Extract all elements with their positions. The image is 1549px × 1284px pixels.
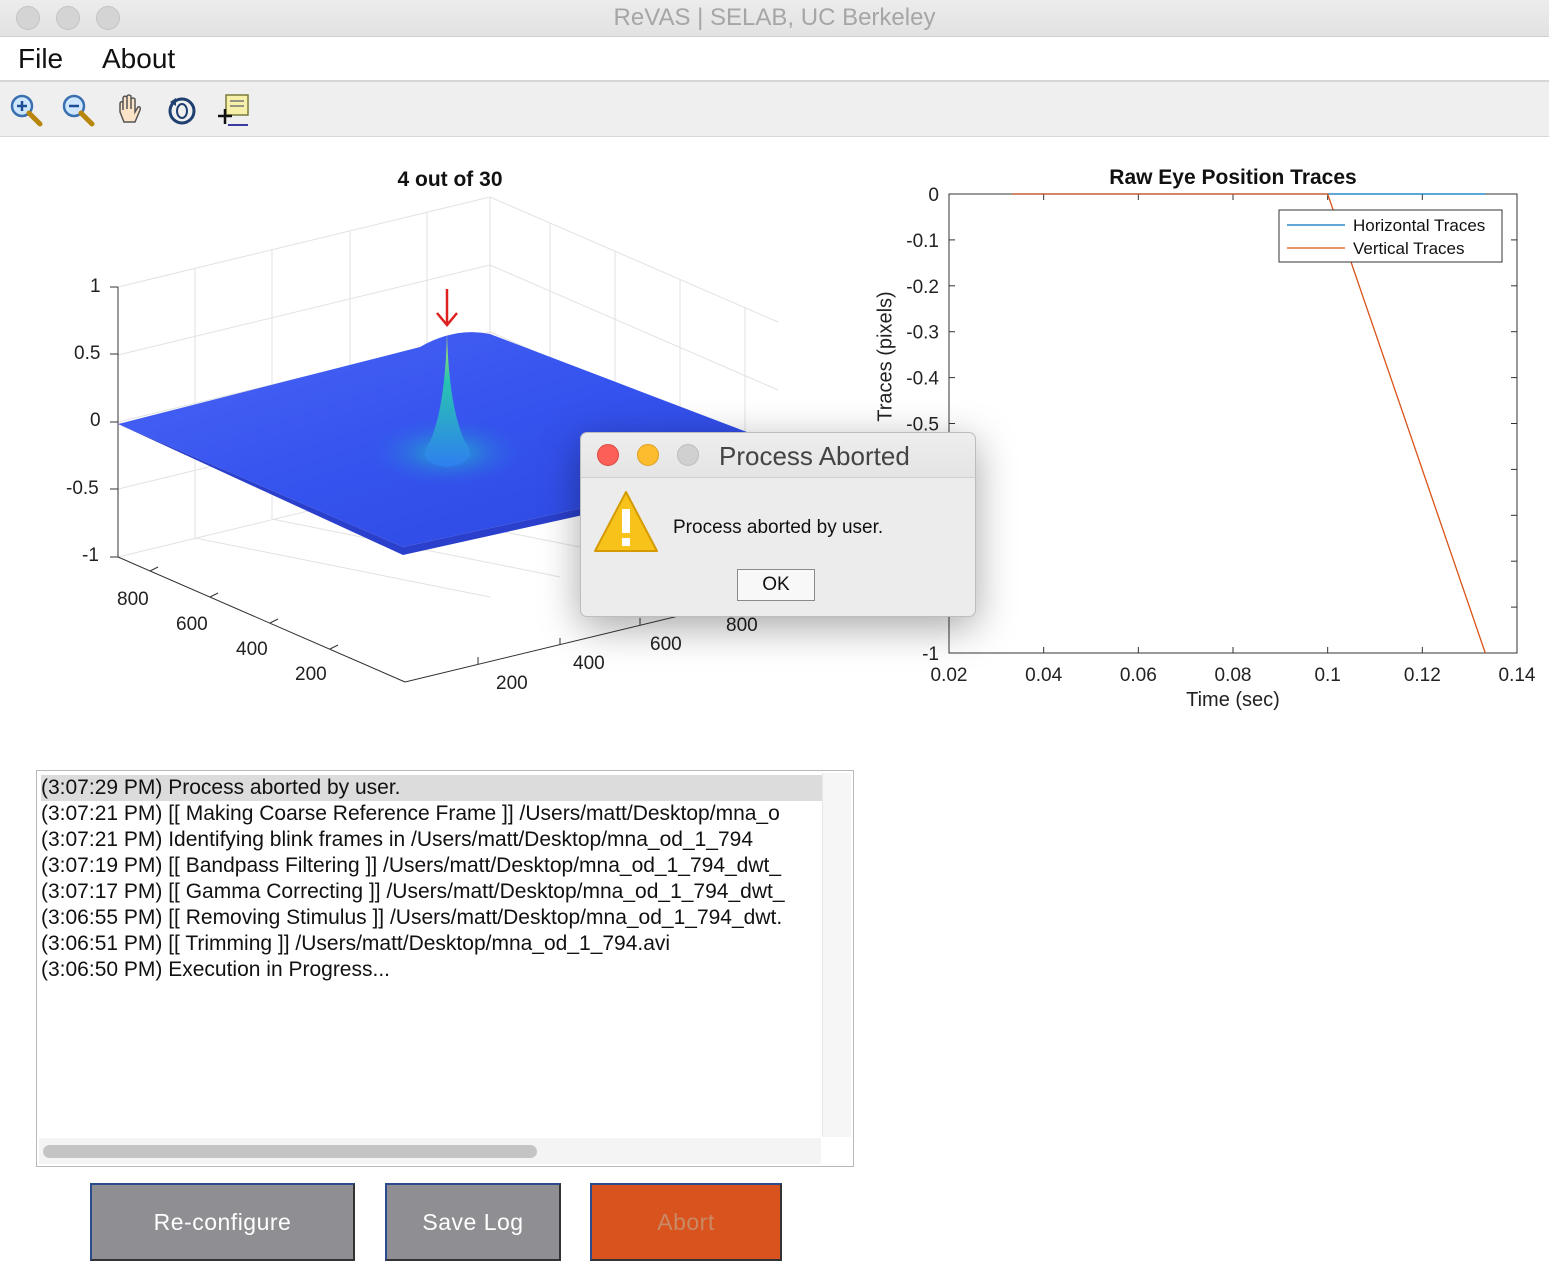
y-tick-label: -0.2 — [906, 277, 939, 298]
x-axis-label: Time (sec) — [1186, 689, 1280, 711]
log-line[interactable]: (3:07:21 PM) [[ Making Coarse Reference … — [41, 802, 780, 825]
menu-file[interactable]: File — [18, 43, 64, 74]
z-tick-label: -0.5 — [66, 478, 99, 499]
legend-label: Horizontal Traces — [1353, 216, 1485, 235]
data-cursor-icon[interactable] — [216, 92, 252, 128]
log-line[interactable]: (3:07:17 PM) [[ Gamma Correcting ]] /Use… — [41, 880, 785, 903]
z-tick-label: -1 — [82, 545, 99, 566]
log-line[interactable]: (3:07:19 PM) [[ Bandpass Filtering ]] /U… — [41, 854, 782, 877]
reconfigure-button[interactable]: Re-configure — [90, 1183, 355, 1261]
zoom-out-icon[interactable] — [60, 92, 96, 128]
x-tick-label: 400 — [573, 653, 605, 674]
z-tick-label: 1 — [90, 276, 101, 297]
window-titlebar: ReVAS | SELAB, UC Berkeley — [0, 0, 1549, 37]
y-tick-label: 600 — [176, 614, 208, 635]
process-aborted-dialog: Process Aborted Process aborted by user.… — [580, 432, 976, 617]
z-tick-label: 0 — [90, 410, 101, 431]
log-listbox[interactable]: (3:07:29 PM) Process aborted by user. (3… — [36, 770, 854, 1167]
x-tick-label: 0.02 — [931, 665, 968, 686]
trace-chart[interactable]: 0.02 0.04 0.06 0.08 0.1 0.12 0.14 0 -0.1 -0.2 -0.3… — [0, 0, 1549, 740]
z-tick-label: 0.5 — [74, 343, 101, 364]
vertical-trace-line — [1011, 193, 1486, 654]
dialog-title: Process Aborted — [719, 441, 910, 471]
log-line[interactable]: (3:06:50 PM) Execution in Progress... — [41, 958, 390, 981]
x-tick-label: 0.12 — [1404, 665, 1441, 686]
warning-icon — [594, 491, 658, 552]
scrollbar-thumb[interactable] — [43, 1145, 537, 1158]
dialog-titlebar: Process Aborted — [581, 433, 975, 478]
log-horizontal-scrollbar[interactable] — [39, 1138, 821, 1164]
log-line[interactable]: (3:07:29 PM) Process aborted by user. — [41, 775, 823, 801]
pan-hand-icon[interactable] — [112, 92, 148, 128]
rotate-3d-icon[interactable] — [164, 92, 200, 128]
dialog-message: Process aborted by user. — [673, 517, 884, 538]
close-window-button[interactable] — [16, 6, 40, 30]
y-tick-label: 400 — [236, 639, 268, 660]
chart-legend: Horizontal Traces Vertical Traces — [1278, 209, 1503, 263]
x-tick-label: 0.14 — [1499, 665, 1536, 686]
menu-bar: File About — [0, 37, 1549, 82]
legend-box — [1278, 209, 1503, 263]
legend-label: Vertical Traces — [1353, 239, 1465, 258]
x-tick-label: 0.06 — [1120, 665, 1157, 686]
y-tick-label: -1 — [922, 644, 939, 665]
y-tick-label: -0.1 — [906, 231, 939, 252]
y-tick-label: 800 — [117, 589, 149, 610]
x-tick-label: 600 — [650, 634, 682, 655]
log-line[interactable]: (3:06:55 PM) [[ Removing Stimulus ]] /Us… — [41, 906, 783, 929]
abort-button[interactable]: Abort — [590, 1183, 782, 1261]
surface-plot-title: 4 out of 30 — [397, 168, 503, 191]
minimize-window-button[interactable] — [56, 6, 80, 30]
dialog-zoom-button[interactable] — [677, 444, 699, 466]
log-vertical-scrollbar[interactable] — [822, 773, 851, 1137]
correlation-peak — [424, 334, 470, 467]
save-log-button[interactable]: Save Log — [385, 1183, 561, 1261]
chart-title: Raw Eye Position Traces — [1109, 166, 1357, 189]
zoom-window-button[interactable] — [96, 6, 120, 30]
dialog-close-button[interactable] — [597, 444, 619, 466]
y-axis-label: Traces (pixels) — [874, 291, 897, 422]
y-tick-label: 200 — [295, 664, 327, 685]
x-tick-label: 0.04 — [1025, 665, 1062, 686]
log-line[interactable]: (3:07:21 PM) Identifying blink frames in… — [41, 828, 754, 851]
x-tick-label: 800 — [726, 615, 758, 636]
x-tick-label: 200 — [496, 673, 528, 694]
zoom-in-icon[interactable] — [8, 92, 44, 128]
x-tick-label: 0.08 — [1215, 665, 1252, 686]
plot-area — [948, 193, 1518, 654]
y-tick-label: -0.3 — [906, 323, 939, 344]
y-tick-label: -0.4 — [906, 369, 939, 390]
ok-button[interactable]: OK — [737, 569, 815, 601]
log-line[interactable]: (3:06:51 PM) [[ Trimming ]] /Users/matt/… — [41, 932, 671, 955]
window-title: ReVAS | SELAB, UC Berkeley — [613, 4, 936, 31]
figure-toolbar — [0, 82, 1549, 137]
dialog-minimize-button[interactable] — [637, 444, 659, 466]
y-tick-label: -0.5 — [906, 415, 939, 436]
x-tick-label: 0.1 — [1314, 665, 1340, 686]
y-tick-label: 0 — [928, 185, 939, 206]
peak-arrow-icon — [436, 289, 458, 327]
menu-about[interactable]: About — [102, 43, 176, 74]
z-axis — [110, 286, 119, 558]
